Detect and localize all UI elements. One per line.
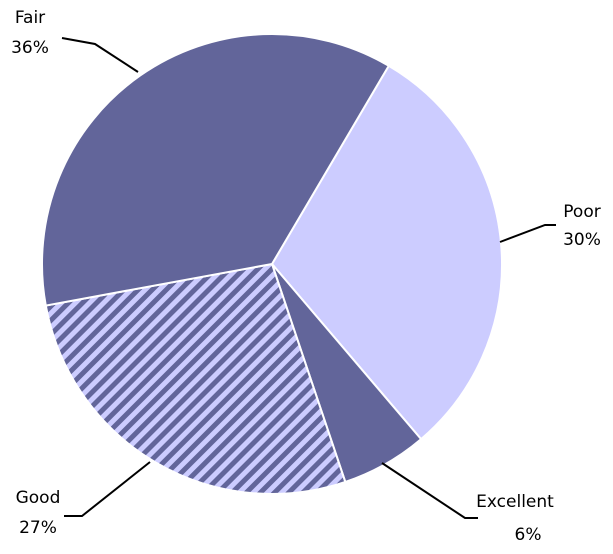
slice-value: 36% — [11, 38, 49, 58]
leader-line — [381, 462, 478, 519]
pie-slice — [270, 64, 503, 441]
slice-label: Excellent — [476, 492, 554, 512]
pie-slice — [41, 33, 391, 307]
slice-value: 6% — [515, 525, 542, 545]
leader-line — [499, 224, 556, 243]
slice-label: Good — [16, 488, 61, 508]
leader-line — [61, 37, 139, 73]
slice-value: 27% — [19, 518, 57, 538]
pie-slice — [44, 262, 347, 495]
slice-value: 30% — [563, 230, 601, 250]
slice-label: Poor — [563, 202, 600, 222]
leader-line — [64, 461, 151, 517]
slice-label: Fair — [15, 8, 45, 28]
